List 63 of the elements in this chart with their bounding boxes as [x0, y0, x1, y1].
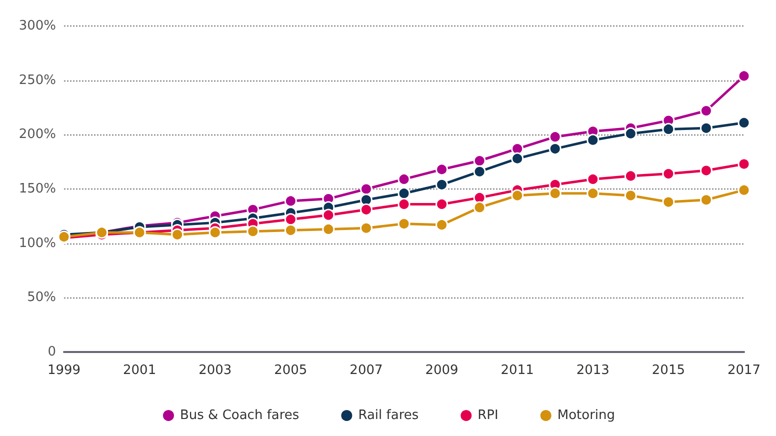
- point: [436, 163, 448, 176]
- legend-label: Motoring: [557, 408, 616, 423]
- point: [511, 189, 524, 202]
- point: [548, 187, 562, 200]
- point: [436, 198, 448, 210]
- x-tick-label: 2009: [425, 363, 458, 378]
- point: [360, 222, 372, 234]
- point: [700, 164, 712, 177]
- point: [284, 213, 297, 226]
- point: [738, 116, 750, 129]
- x-tick-label: 2003: [198, 363, 232, 378]
- legend-label: Rail fares: [358, 408, 419, 423]
- y-tick-label: 50%: [27, 290, 56, 306]
- x-tick-label: 2013: [576, 363, 610, 378]
- x-tick-label: 2011: [500, 363, 534, 378]
- point: [284, 194, 297, 208]
- point: [208, 226, 222, 239]
- point: [360, 182, 372, 196]
- x-tick-label: 2001: [123, 363, 156, 378]
- y-tick-label: 100%: [18, 236, 56, 251]
- point: [700, 122, 712, 134]
- point: [473, 201, 486, 214]
- point: [398, 172, 410, 186]
- y-tick-label: 200%: [18, 127, 56, 142]
- point: [624, 170, 637, 182]
- point: [662, 196, 675, 208]
- point: [436, 218, 448, 232]
- point: [473, 165, 486, 178]
- point: [436, 178, 448, 191]
- point: [624, 127, 637, 140]
- point: [738, 158, 750, 170]
- point: [624, 189, 637, 202]
- point: [171, 228, 184, 241]
- x-tick-label: 2017: [727, 363, 761, 378]
- point: [586, 187, 600, 200]
- point: [662, 168, 675, 180]
- point: [548, 142, 562, 156]
- y-tick-label: 150%: [18, 182, 56, 196]
- point: [473, 154, 486, 167]
- point: [284, 224, 297, 237]
- x-tick-label: 2007: [350, 363, 383, 378]
- x-tick-label: 1999: [47, 363, 81, 378]
- point: [586, 172, 600, 186]
- point: [548, 130, 562, 144]
- y-tick-label: 0: [48, 344, 56, 360]
- point: [738, 184, 750, 196]
- point: [322, 208, 335, 222]
- legend-label: Bus & Coach fares: [180, 408, 300, 423]
- point: [322, 222, 335, 236]
- point: [398, 198, 410, 210]
- point: [398, 218, 410, 230]
- point: [246, 225, 260, 238]
- x-tick-label: 2015: [652, 363, 685, 378]
- point: [662, 122, 675, 136]
- point: [738, 70, 750, 82]
- point: [700, 194, 712, 206]
- point: [360, 203, 372, 216]
- point: [586, 134, 600, 146]
- point: [511, 152, 524, 165]
- x-tick-label: 2005: [274, 363, 308, 378]
- y-tick-label: 250%: [18, 72, 56, 88]
- legend-label: RPI: [478, 408, 498, 423]
- y-tick-label: 300%: [18, 18, 56, 34]
